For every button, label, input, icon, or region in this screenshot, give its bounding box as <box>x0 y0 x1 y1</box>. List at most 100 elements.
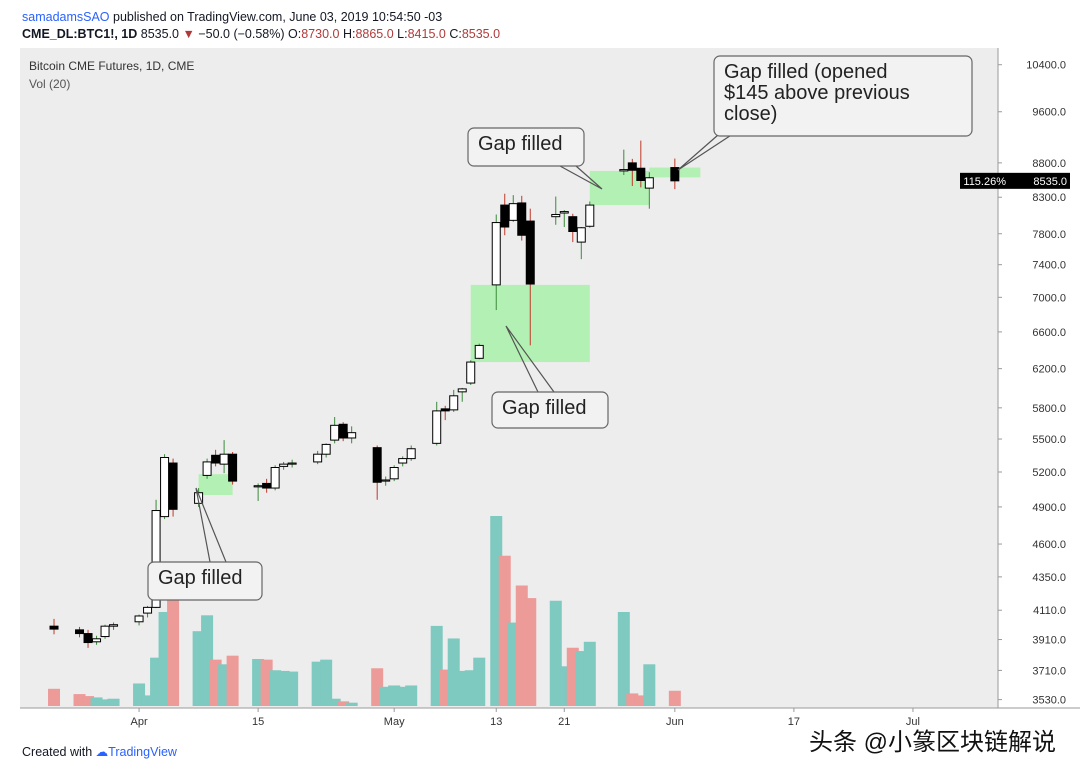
open-label: O: <box>288 27 302 41</box>
candle-body <box>449 395 459 411</box>
candle-body <box>551 213 561 218</box>
candle-body <box>474 344 484 359</box>
candle-body <box>202 461 212 476</box>
y-tick-label: 3710.0 <box>1032 665 1066 677</box>
y-tick-label: 7400.0 <box>1032 260 1066 272</box>
volume-bar <box>99 699 112 706</box>
y-tick-label: 8300.0 <box>1032 192 1066 204</box>
candle-body <box>508 203 518 221</box>
candle-body <box>279 463 289 467</box>
percent-label: 115.26% <box>963 176 1006 188</box>
y-tick-label: 7800.0 <box>1032 229 1066 241</box>
candlestick-chart[interactable]: 3530.0 3710.0 3910.0 4110.0 4350.0 4600.0 4900… <box>20 48 1080 738</box>
x-tick-label: 13 <box>490 716 502 728</box>
candle-body <box>525 220 535 285</box>
candle-body <box>49 625 59 630</box>
candle-body <box>168 462 178 510</box>
volume-bar <box>320 659 333 706</box>
candle-body <box>219 453 229 465</box>
callout-box <box>147 561 263 601</box>
callout-box <box>491 391 609 429</box>
x-tick-label: 17 <box>788 716 800 728</box>
y-tick-label: 6200.0 <box>1032 364 1066 376</box>
volume-bar <box>473 657 486 706</box>
low-value: 8415.0 <box>407 27 446 41</box>
volume-bar <box>73 694 86 706</box>
low-label: L: <box>397 27 408 41</box>
candle-body <box>576 227 586 243</box>
candle-body <box>585 204 595 227</box>
chart-subtitle: Vol (20) <box>29 77 70 91</box>
footer: Created with ☁TradingView <box>22 744 177 759</box>
chart-title: Bitcoin CME Futures, 1D, CME <box>29 59 194 73</box>
y-tick-label: 5800.0 <box>1032 403 1066 415</box>
candle-body <box>619 169 629 172</box>
gap-zone <box>198 474 233 496</box>
candle-body <box>228 453 238 482</box>
price-change: −50.0 (−0.58%) <box>198 27 285 41</box>
tradingview-brand[interactable]: TradingView <box>108 745 177 759</box>
y-tick-label: 4350.0 <box>1032 572 1066 584</box>
y-tick-label: 6600.0 <box>1032 327 1066 339</box>
y-tick-label: 7000.0 <box>1032 292 1066 304</box>
chart-frame[interactable]: 3530.0 3710.0 3910.0 4110.0 4350.0 4600.0 4900… <box>20 48 1080 738</box>
published-info: published on TradingView.com, June 03, 2… <box>109 10 443 24</box>
x-tick-label: Jul <box>906 716 920 728</box>
candle-body <box>160 456 170 518</box>
candle-body <box>432 410 442 444</box>
callout-pointer <box>505 325 555 393</box>
annotation-text: Gap filled <box>478 133 563 155</box>
volume-bar <box>524 598 537 706</box>
price-axis-background <box>998 48 1080 708</box>
candle-body <box>211 454 221 464</box>
callout-box <box>713 55 973 137</box>
chart-header: samadamsSAO published on TradingView.com… <box>22 9 500 43</box>
current-price-marker <box>960 172 1070 189</box>
candle-body <box>321 443 331 455</box>
candle-body <box>109 624 119 627</box>
candle-body <box>75 629 85 635</box>
high-value: 8865.0 <box>355 27 394 41</box>
candle-body <box>517 202 527 236</box>
annotation-text: $145 above previous <box>724 82 910 104</box>
annotation-text: close) <box>724 103 777 125</box>
candle-body <box>287 462 297 465</box>
y-tick-label: 10400.0 <box>1026 60 1066 72</box>
candle-body <box>338 423 348 439</box>
candle-body <box>398 458 408 464</box>
y-tick-label: 4900.0 <box>1032 502 1066 514</box>
volume-bar <box>405 685 418 706</box>
volume-bar <box>48 688 61 706</box>
candle-body <box>636 167 646 181</box>
ohlc-line: CME_DL:BTC1!, 1D 8535.0 ▼ −50.0 (−0.58%)… <box>22 26 500 43</box>
candle-body <box>389 467 399 480</box>
annotation-text: Gap filled (opened <box>724 61 887 83</box>
close-value: 8535.0 <box>461 27 501 41</box>
candle-body <box>466 361 476 384</box>
candle-body <box>262 482 272 489</box>
candle-body <box>313 453 323 463</box>
candle-body <box>559 211 569 214</box>
high-label: H: <box>342 27 356 41</box>
y-tick-label: 3910.0 <box>1032 635 1066 647</box>
candle-body <box>440 408 450 412</box>
candle-body <box>627 162 637 171</box>
volume-bar <box>167 594 180 706</box>
candle-body <box>134 615 144 623</box>
candle-body <box>151 510 161 608</box>
volume-bar <box>286 671 299 706</box>
author-link[interactable]: samadamsSAO <box>22 10 110 24</box>
volume-bar <box>337 701 350 706</box>
current-price-label: 8535.0 <box>1033 176 1067 188</box>
candle-body <box>406 448 416 460</box>
tradingview-logo-icon: ☁ <box>95 745 109 759</box>
candle-body <box>92 638 102 643</box>
symbol-label[interactable]: CME_DL:BTC1!, 1D <box>22 27 138 41</box>
candle-body <box>143 606 153 614</box>
volume-bar <box>345 702 358 706</box>
candle-body <box>83 633 93 644</box>
candle-body <box>347 432 357 439</box>
volume-bar <box>643 664 656 706</box>
annotation-text: Gap filled <box>502 397 587 419</box>
candle-body <box>270 467 280 489</box>
